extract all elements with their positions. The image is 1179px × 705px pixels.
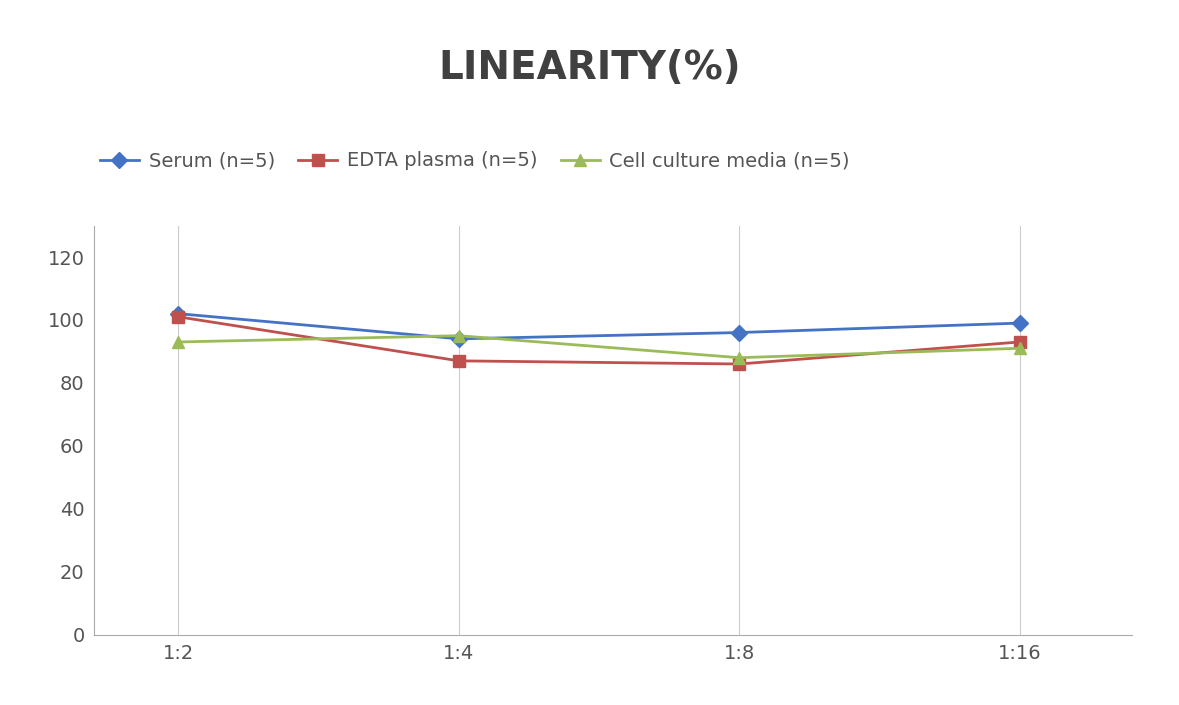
Text: LINEARITY(%): LINEARITY(%) xyxy=(439,49,740,87)
Legend: Serum (n=5), EDTA plasma (n=5), Cell culture media (n=5): Serum (n=5), EDTA plasma (n=5), Cell cul… xyxy=(92,144,857,178)
